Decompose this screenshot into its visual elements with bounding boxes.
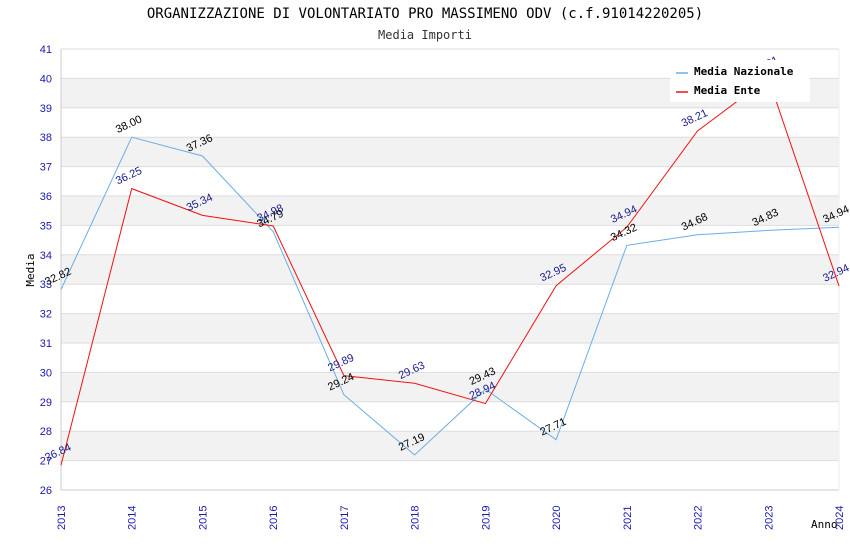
x-tick-label: 2017 [339, 506, 351, 530]
x-tick-label: 2021 [622, 506, 634, 530]
y-tick-label: 32 [40, 309, 52, 321]
x-tick-label: 2023 [763, 506, 775, 530]
y-tick-label: 35 [40, 220, 52, 232]
y-tick-label: 38 [40, 132, 52, 144]
chart-title: ORGANIZZAZIONE DI VOLONTARIATO PRO MASSI… [147, 6, 703, 22]
legend-box [670, 60, 810, 102]
y-axis-ticks: 26 27 28 29 30 31 32 33 34 35 36 37 38 39 40 41 [40, 44, 52, 497]
data-label: 38.00 [114, 113, 144, 136]
x-tick-label: 2020 [551, 506, 563, 530]
y-tick-label: 29 [40, 397, 52, 409]
x-tick-label: 2013 [56, 506, 68, 530]
y-tick-label: 33 [40, 279, 52, 291]
x-tick-label: 2018 [410, 506, 422, 530]
y-tick-label: 30 [40, 367, 52, 379]
data-label: 32.82 [43, 266, 73, 289]
x-axis-ticks: 2013 2014 2015 2016 2017 2018 2019 2020 2021 2022… [56, 506, 846, 530]
y-axis-label: Media [24, 253, 37, 286]
data-label: 38.21 [680, 107, 710, 130]
x-tick-label: 2016 [268, 506, 280, 530]
y-tick-label: 28 [40, 426, 52, 438]
y-tick-label: 39 [40, 103, 52, 115]
grid-bands [61, 78, 839, 461]
y-tick-label: 34 [40, 250, 52, 262]
y-tick-label: 37 [40, 162, 52, 174]
grid-band [61, 372, 839, 402]
y-tick-label: 36 [40, 191, 52, 203]
y-tick-label: 27 [40, 456, 52, 468]
y-tick-label: 40 [40, 73, 52, 85]
series-line-nazionale [60, 136, 840, 456]
x-tick-label: 2014 [127, 506, 139, 530]
series-line-ente [60, 77, 840, 466]
legend-label-ente: Media Ente [694, 84, 761, 97]
grid-band [61, 196, 839, 226]
series-lines [60, 77, 840, 466]
legend: Media Nazionale Media Ente [670, 60, 810, 102]
grid-band [61, 431, 839, 461]
grid-lines [60, 48, 840, 491]
x-tick-label: 2015 [197, 506, 209, 530]
data-label: 29.89 [326, 352, 356, 375]
grid-band [61, 137, 839, 167]
grid-band [61, 254, 839, 285]
legend-label-nazionale: Media Nazionale [694, 65, 794, 78]
y-tick-label: 26 [40, 485, 52, 497]
x-tick-label: 2019 [480, 506, 492, 530]
data-label: 36.25 [114, 165, 144, 188]
y-tick-label: 41 [40, 44, 52, 56]
x-tick-label: 2024 [834, 506, 846, 530]
x-tick-label: 2022 [693, 506, 705, 530]
y-tick-label: 31 [40, 338, 52, 350]
chart-subtitle: Media Importi [378, 28, 472, 42]
grid-band [61, 313, 839, 343]
x-axis-label: Anno [811, 518, 838, 531]
